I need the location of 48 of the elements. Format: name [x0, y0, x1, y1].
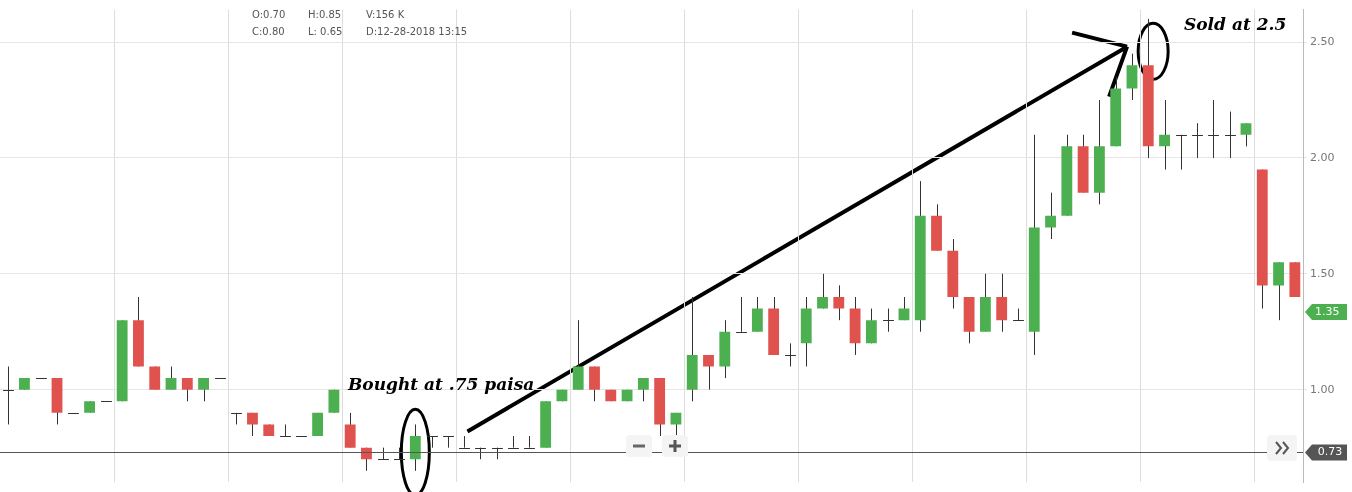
candlestick	[523, 435, 536, 449]
candlestick	[882, 308, 895, 333]
y-tick-label: 1.00	[1310, 382, 1335, 396]
annotation: Bought at .75 paisa	[348, 374, 535, 394]
candlestick	[442, 435, 455, 449]
candlestick	[1207, 99, 1220, 159]
candlestick	[703, 354, 714, 391]
candlestick	[1224, 111, 1237, 159]
candlestick	[751, 296, 763, 333]
price-tag: 1.35	[1305, 304, 1347, 320]
candlestick	[833, 284, 845, 321]
candlestick	[426, 435, 439, 449]
annotation: O:0.70	[252, 9, 286, 20]
annotation: L: 0.65	[308, 26, 343, 37]
annotation: D:12-28-2018 13:15	[366, 26, 468, 37]
candlestick	[198, 377, 210, 402]
candlestick	[2, 366, 15, 425]
candlestick	[589, 366, 600, 402]
candlestick	[865, 308, 877, 344]
y-tick-label: 2.50	[1310, 34, 1335, 48]
candlestick	[817, 273, 828, 310]
candlestick	[637, 377, 649, 402]
candlestick	[507, 435, 520, 449]
y-tick-label: 1.50	[1310, 266, 1335, 280]
candlestick	[572, 319, 584, 391]
candlestick	[1191, 122, 1204, 159]
candlestick	[1159, 99, 1170, 171]
candlestick	[1126, 53, 1138, 101]
annotation: Sold at 2.5	[1184, 14, 1287, 34]
candlestick	[1273, 261, 1284, 321]
candlestick	[181, 377, 193, 402]
annotation: H:0.85	[308, 9, 342, 20]
annotation: C:0.80	[252, 26, 285, 37]
candlestick	[458, 435, 471, 449]
candlestick	[344, 412, 356, 449]
ref-line-label: 0.73	[1317, 445, 1343, 459]
candlestick	[1175, 134, 1188, 171]
annotation: V:156 K	[366, 9, 405, 20]
candlestick	[1240, 122, 1252, 147]
candlestick	[735, 296, 748, 333]
candlestick	[784, 342, 797, 368]
candlestick	[1045, 192, 1056, 240]
candlestick	[996, 273, 1008, 333]
y-tick-label: 2.00	[1310, 150, 1335, 164]
candlestick	[409, 423, 421, 472]
candlestick	[165, 366, 177, 391]
candlestick	[1012, 308, 1025, 321]
candlestick	[279, 423, 292, 437]
